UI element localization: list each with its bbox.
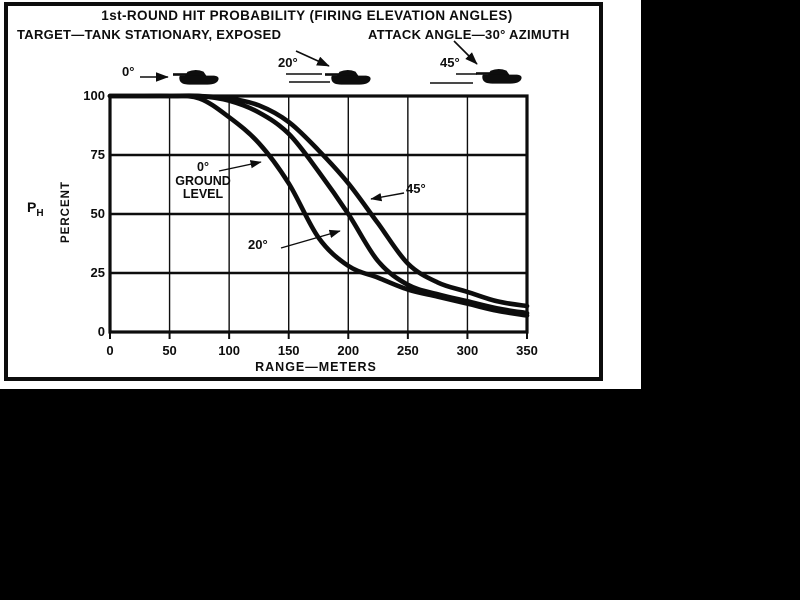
- x-tick-label-150: 150: [277, 343, 300, 358]
- x-tick-label-0: 0: [106, 343, 114, 358]
- figure-subtitle-target: TARGET—TANK STATIONARY, EXPOSED: [17, 27, 282, 42]
- x-tick-label-350: 350: [516, 343, 538, 358]
- tank-icon: [325, 70, 371, 85]
- y-tick-label-0: 0: [97, 324, 105, 339]
- tank-angle-label-45: 45°: [440, 55, 460, 70]
- probability-curves: [107, 93, 530, 318]
- x-tick-label-250: 250: [396, 343, 419, 358]
- figure-subtitle-attack-angle: ATTACK ANGLE—30° AZIMUTH: [368, 27, 570, 42]
- header-graphics: [140, 40, 478, 84]
- y-tick-label-75: 75: [90, 147, 105, 162]
- x-axis-title: RANGE—METERS: [255, 360, 377, 374]
- curve-annotation-0deg: 0° GROUND LEVEL: [167, 160, 239, 202]
- figure-border: [4, 2, 603, 381]
- annotation-arrow-20deg-icon: [280, 229, 341, 249]
- curve-45-: [107, 93, 530, 309]
- y-axis-symbol-h: H: [36, 207, 44, 219]
- attack-arrow-45deg-icon: [453, 40, 478, 65]
- curve-annotation-0deg-line3: LEVEL: [182, 187, 224, 201]
- tank-icon: [173, 70, 219, 85]
- curve-0-ground-level: [107, 93, 530, 318]
- curve-20-: [107, 93, 530, 316]
- tank-angle-label-0: 0°: [122, 64, 135, 79]
- curve-annotation-0deg-line1: 0°: [197, 160, 209, 174]
- tank-angle-label-20: 20°: [278, 55, 298, 70]
- curve-annotation-45deg: 45°: [406, 181, 426, 196]
- annotation-arrow-45deg-icon: [370, 192, 405, 202]
- x-tick-label-50: 50: [162, 343, 177, 358]
- attack-arrow-20deg-icon: [295, 50, 330, 67]
- x-tick-label-100: 100: [218, 343, 240, 358]
- y-axis-symbol: PH: [27, 199, 44, 219]
- hit-probability-chart: [107, 40, 530, 339]
- curve-annotation-0deg-line2: GROUND: [175, 173, 231, 188]
- x-tick-label-300: 300: [456, 343, 479, 358]
- y-axis-symbol-p: P: [27, 199, 37, 215]
- annotation-arrow-0deg-icon: [218, 160, 262, 172]
- y-tick-label-100: 100: [83, 88, 105, 103]
- y-tick-label-50: 50: [90, 206, 105, 221]
- x-tick-label-200: 200: [337, 343, 360, 358]
- y-tick-label-25: 25: [90, 265, 105, 280]
- figure-title: 1st-ROUND HIT PROBABILITY (FIRING ELEVAT…: [101, 8, 513, 23]
- tank-icon: [476, 69, 522, 84]
- annotation-arrows: [218, 160, 405, 249]
- curve-annotation-20deg: 20°: [248, 237, 268, 252]
